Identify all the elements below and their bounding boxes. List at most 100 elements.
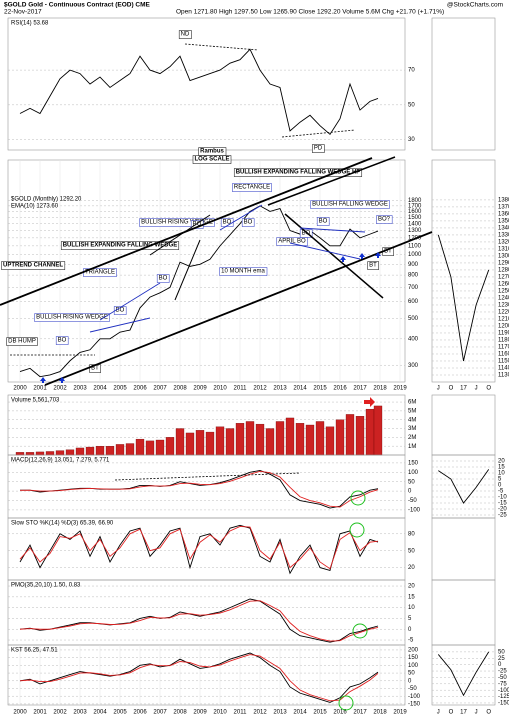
arrow (59, 377, 65, 383)
annotation: BT (91, 366, 99, 372)
annotation-box (310, 200, 390, 209)
series-line (19, 524, 379, 575)
y-tick-label: 4M (408, 417, 416, 423)
y-tick-label: 5 (498, 477, 502, 483)
bar (325, 426, 335, 456)
date: 22-Nov-2017 (4, 9, 42, 16)
y-tick-label: -5 (408, 638, 414, 644)
trend-line (174, 239, 201, 301)
x-tick-label: 2019 (393, 386, 407, 392)
quote: Open 1271.80 High 1297.50 Low 1265.90 Cl… (176, 9, 444, 16)
y-tick-label: 1150 (498, 359, 509, 365)
annotation: BO (159, 276, 168, 282)
y-tick-label: -100 (408, 507, 421, 513)
x-tick-label: 2007 (153, 386, 167, 392)
annotation-box (139, 218, 215, 227)
x-tick-label: 2012 (253, 386, 267, 392)
bar (35, 451, 45, 456)
x-tick-label: 2005 (113, 386, 127, 392)
bar (55, 450, 65, 456)
x-tick-label: 2016 (333, 386, 347, 392)
y-tick-label: 3M (408, 426, 416, 432)
bar (85, 446, 95, 456)
series-line (20, 469, 379, 509)
bar (175, 428, 185, 456)
y-tick-label: 50 (408, 548, 415, 554)
y-tick-label: 700 (408, 285, 419, 291)
y-tick-label: 20 (408, 584, 415, 590)
x-tick-label: 2011 (234, 386, 248, 392)
y-tick-label: 1280 (498, 268, 509, 274)
bar (45, 451, 55, 456)
x-tick-label: 2010 (213, 386, 227, 392)
annotation-box (233, 168, 363, 177)
y-tick-label: 1100 (408, 243, 422, 249)
x-tick-label: J (437, 386, 440, 392)
x-tick-label: J (475, 710, 478, 716)
trend-line (99, 282, 161, 321)
y-tick-label: 0 (408, 489, 412, 495)
bar (165, 437, 175, 456)
x-tick-label: 2017 (353, 386, 367, 392)
y-tick-label: 5 (408, 616, 412, 622)
panel: 20 15 10 5 0 -5 PMO(35,20,10) 1.50, 0.83 (7, 579, 415, 646)
x-tick-label: 2010 (213, 710, 227, 716)
series-line (19, 654, 379, 702)
bar (373, 405, 383, 456)
y-tick-label: -125 (498, 694, 509, 700)
x-tick-label: 17 (460, 386, 467, 392)
y-tick-label: 1380 (498, 197, 509, 203)
annotation-box (60, 241, 180, 250)
x-tick-label: 2008 (173, 710, 187, 716)
annotation-box (178, 30, 192, 39)
bar (315, 421, 325, 456)
series-line (19, 525, 379, 570)
x-tick-label: 2003 (73, 710, 87, 716)
bar (345, 414, 355, 456)
y-tick-label: -75 (498, 681, 507, 687)
annotation: BO (319, 219, 328, 225)
arrow (359, 253, 365, 259)
y-tick-label: -25 (498, 669, 507, 675)
highlight-circle (350, 490, 366, 506)
y-tick-label: 0 (408, 678, 412, 684)
credit: @StockCharts.com (447, 2, 503, 9)
panel-label: RSI(14) 53.68 (11, 21, 49, 27)
y-tick-label: 0 (498, 483, 502, 489)
y-tick-label: 500 (408, 316, 419, 322)
x-tick-label: 2001 (33, 710, 47, 716)
y-tick-label: 1230 (498, 303, 509, 309)
x-tick-label: 17 (460, 710, 467, 716)
panel: 6M 5M 4M 3M 2M 1M Volume 5,561,703 (7, 394, 416, 456)
bar (285, 417, 295, 456)
bar (265, 428, 275, 456)
y-tick-label: -10 (498, 495, 507, 501)
decorations (0, 43, 433, 711)
y-tick-label: 15 (408, 594, 415, 600)
annotation-box (192, 155, 232, 164)
x-tick-label: 2005 (113, 710, 127, 716)
annotation: BO (193, 222, 202, 228)
x-tick-label: 2002 (53, 710, 67, 716)
x-tick-label: 2014 (293, 710, 307, 716)
y-tick-label: 70 (408, 68, 415, 74)
annotation-box (156, 274, 170, 283)
y-tick-label: 1400 (408, 221, 422, 227)
y-tick-label: 400 (408, 336, 419, 342)
series-line (438, 469, 490, 504)
arrow (375, 252, 381, 258)
y-tick-label: 50 (498, 649, 505, 655)
y-tick-label: 100 (408, 470, 419, 476)
series-line (19, 652, 379, 703)
x-tick-label: 2017 (353, 710, 367, 716)
y-tick-label: 50 (408, 479, 415, 485)
panel-label: MACD(12,26,9) 13.051, 7.279, 5.771 (11, 458, 110, 464)
panel-label: PMO(35,20,10) 1.50, 0.83 (11, 583, 81, 589)
series-line (19, 48, 379, 136)
y-tick-label: 100 (408, 663, 419, 669)
x-tick-label: 2004 (93, 386, 107, 392)
y-tick-label: 20 (498, 459, 505, 465)
y-tick-label: 25 (498, 656, 505, 662)
y-tick-label: 800 (408, 273, 419, 279)
